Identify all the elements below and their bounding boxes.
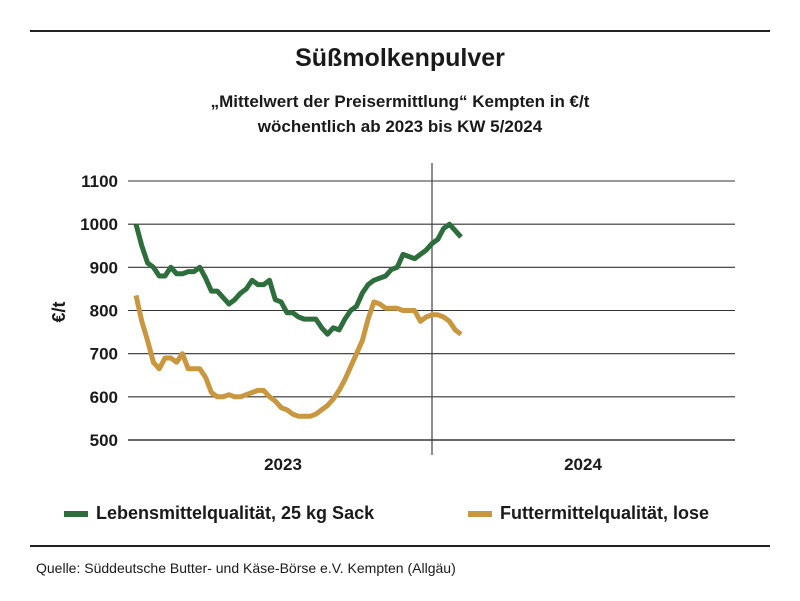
y-tick-600: 600 [90,388,118,407]
y-tick-500: 500 [90,431,118,450]
legend-label-lebensmittel: Lebensmittelqualität, 25 kg Sack [96,503,375,523]
y-tick-900: 900 [90,258,118,277]
y-tick-labels: 500 600 700 800 900 1000 1100 [80,172,118,450]
legend-swatch-gold [468,510,492,517]
legend-item-lebensmittel: Lebensmittelqualität, 25 kg Sack [64,503,374,524]
series-lines [133,221,463,419]
y-axis-label: €/t [49,301,69,322]
chart-subtitle-line2: wöchentlich ab 2023 bis KW 5/2024 [257,117,543,136]
chart-subtitle-line1: „Mittelwert der Preisermittlung“ Kempten… [210,92,590,111]
series-line-futtermittel [133,294,463,419]
y-tick-800: 800 [90,302,118,321]
bottom-rule [30,545,770,547]
legend-item-futtermittel: Futtermittelqualität, lose [468,503,709,524]
chart-title: Süßmolkenpulver [295,44,505,72]
legend-label-futtermittel: Futtermittelqualität, lose [500,503,710,523]
y-tick-1100: 1100 [81,172,118,191]
source-note: Quelle: Süddeutsche Butter- und Käse-Bör… [36,560,456,576]
y-tick-700: 700 [90,345,118,364]
x-period-label-2024: 2024 [564,455,602,474]
series-line-lebensmittel [133,221,463,337]
x-period-label-2023: 2023 [264,455,302,474]
top-rule [30,30,770,32]
legend-swatch-green [64,510,88,517]
y-tick-1000: 1000 [80,215,118,234]
